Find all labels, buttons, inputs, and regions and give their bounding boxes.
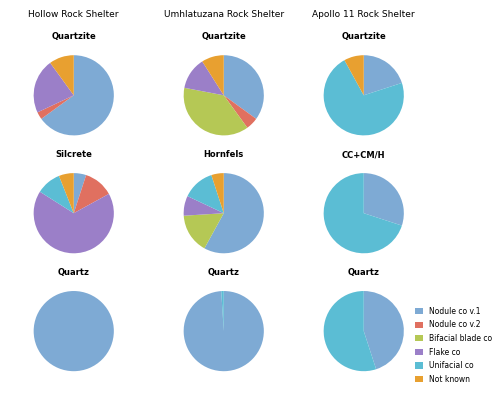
Wedge shape bbox=[324, 173, 402, 253]
Wedge shape bbox=[50, 55, 74, 95]
Wedge shape bbox=[184, 196, 224, 216]
Legend: Nodule co v.1, Nodule co v.2, Bifacial blade co, Flake co, Unifacial co, Not kno: Nodule co v.1, Nodule co v.2, Bifacial b… bbox=[414, 305, 494, 385]
Text: Hornfels: Hornfels bbox=[204, 150, 244, 159]
Wedge shape bbox=[204, 173, 264, 253]
Wedge shape bbox=[221, 291, 224, 331]
Text: Hollow Rock Shelter: Hollow Rock Shelter bbox=[28, 10, 119, 19]
Wedge shape bbox=[74, 175, 109, 213]
Wedge shape bbox=[184, 61, 224, 95]
Wedge shape bbox=[42, 55, 114, 135]
Wedge shape bbox=[202, 55, 224, 95]
Wedge shape bbox=[212, 173, 224, 213]
Wedge shape bbox=[34, 63, 74, 112]
Text: Quartzite: Quartzite bbox=[202, 32, 246, 41]
Text: CC+CM/H: CC+CM/H bbox=[342, 150, 386, 159]
Wedge shape bbox=[364, 55, 402, 95]
Wedge shape bbox=[59, 173, 74, 213]
Wedge shape bbox=[324, 291, 376, 371]
Wedge shape bbox=[344, 55, 364, 95]
Wedge shape bbox=[184, 88, 248, 135]
Wedge shape bbox=[34, 192, 114, 253]
Wedge shape bbox=[188, 175, 224, 213]
Text: Quartz: Quartz bbox=[208, 268, 240, 277]
Wedge shape bbox=[184, 213, 224, 248]
Wedge shape bbox=[224, 95, 256, 128]
Wedge shape bbox=[184, 291, 264, 371]
Wedge shape bbox=[224, 55, 264, 119]
Text: Umhlatuzana Rock Shelter: Umhlatuzana Rock Shelter bbox=[164, 10, 284, 19]
Text: Quartzite: Quartzite bbox=[52, 32, 96, 41]
Wedge shape bbox=[40, 176, 74, 213]
Wedge shape bbox=[364, 173, 404, 226]
Wedge shape bbox=[364, 291, 404, 369]
Text: Quartz: Quartz bbox=[348, 268, 380, 277]
Wedge shape bbox=[38, 95, 74, 119]
Text: Quartz: Quartz bbox=[58, 268, 90, 277]
Wedge shape bbox=[74, 173, 86, 213]
Text: Quartzite: Quartzite bbox=[342, 32, 386, 41]
Text: Apollo 11 Rock Shelter: Apollo 11 Rock Shelter bbox=[312, 10, 415, 19]
Wedge shape bbox=[34, 291, 114, 371]
Text: Silcrete: Silcrete bbox=[56, 150, 92, 159]
Wedge shape bbox=[324, 60, 404, 135]
